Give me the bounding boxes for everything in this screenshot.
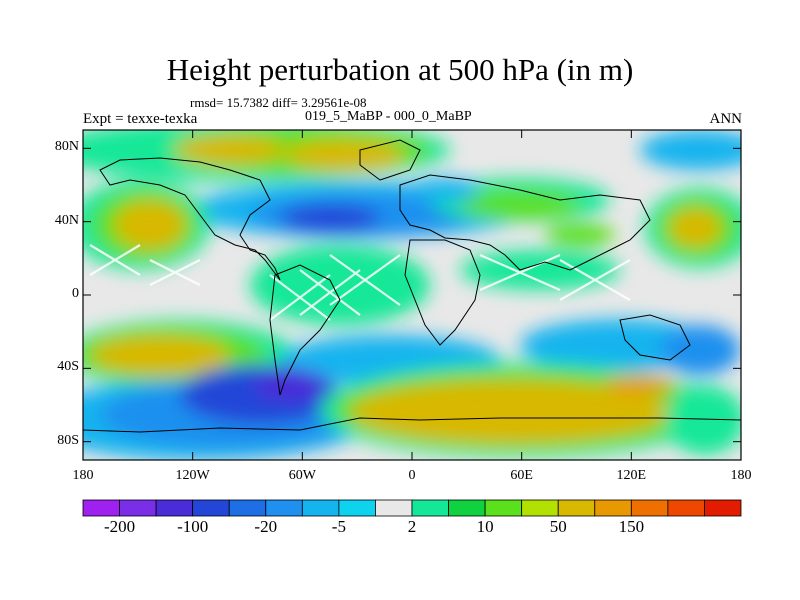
colorbar-label: 2	[407, 517, 417, 536]
colorbar-label: -100	[177, 517, 209, 536]
y-tick-label: 80N	[54, 139, 79, 155]
coastlines	[83, 139, 741, 433]
x-tick-label: 60W	[288, 468, 316, 483]
experiment-label: Expt = texxe-texka	[83, 111, 198, 127]
contour-field	[83, 130, 741, 460]
colorbar-swatch	[338, 499, 376, 517]
colorbar-label: 10	[476, 517, 494, 536]
colorbar-swatch	[375, 499, 413, 517]
y-tick-label: 40N	[54, 212, 79, 228]
colorbar-swatch	[521, 499, 559, 517]
x-tick-label: 180	[72, 468, 94, 483]
colorbar-swatch	[484, 499, 523, 517]
colorbar-swatch	[667, 499, 705, 517]
colorbar-swatch	[594, 499, 632, 517]
colorbar-swatch	[228, 499, 267, 517]
y-tick-label: 0	[72, 286, 79, 301]
colorbar-swatch	[704, 499, 742, 517]
plot-title: Height perturbation at 500 hPa (in m)	[166, 52, 634, 87]
colorbar-label: -200	[103, 517, 136, 536]
colorbar-swatch	[411, 499, 449, 517]
colorbar-swatch	[265, 499, 303, 517]
colorbar-swatch	[448, 499, 486, 517]
x-tick-label: 120W	[175, 468, 210, 483]
x-tick-label: 60E	[510, 468, 533, 483]
y-tick-label: 40S	[57, 359, 79, 375]
colorbar-label: 150	[618, 517, 645, 536]
colorbar-label: 50	[549, 517, 567, 536]
colorbar-swatch	[82, 499, 120, 517]
y-tick-label: 80S	[57, 432, 79, 448]
x-tick-label: 0	[408, 468, 416, 483]
colorbar-swatch	[192, 499, 230, 517]
colorbar-swatch	[630, 499, 669, 517]
period-label: 019_5_MaBP - 000_0_MaBP	[305, 109, 472, 124]
colorbar-swatch	[119, 499, 157, 517]
x-tick-label: 180	[730, 468, 752, 483]
axis-ticks	[82, 130, 742, 460]
colorbar-swatch	[557, 499, 596, 517]
colorbar-swatch	[301, 499, 340, 517]
colorbar-label: -20	[254, 517, 278, 536]
stats-label: rmsd= 15.7382 diff= 3.29561e-08	[190, 95, 367, 110]
x-tick-label: 120E	[616, 468, 647, 483]
hatch-pattern	[89, 244, 631, 321]
colorbar	[82, 499, 742, 517]
colorbar-swatch	[155, 499, 194, 517]
season-label: ANN	[709, 111, 743, 127]
colorbar-label: -5	[331, 517, 346, 536]
